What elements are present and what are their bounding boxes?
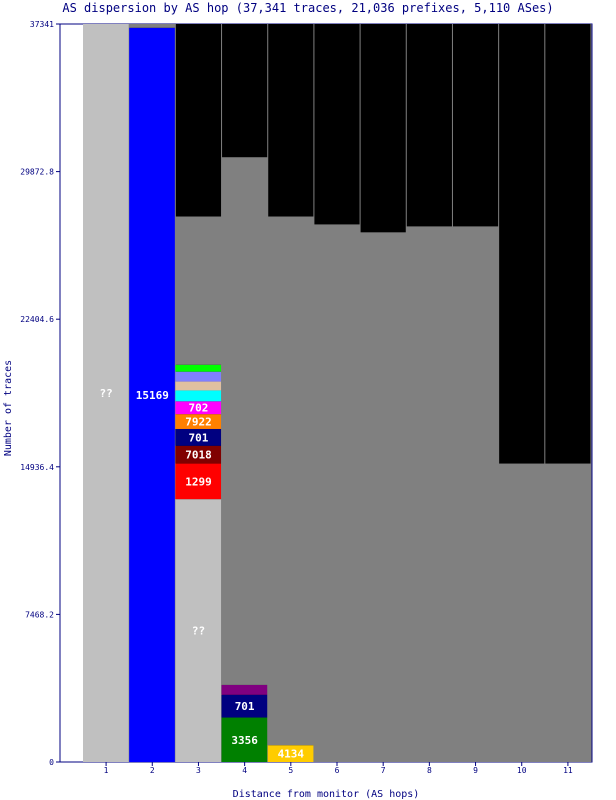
hop-9-segment-0	[452, 226, 499, 762]
hop-4-segment-label: 3356	[231, 734, 258, 747]
hop-3-segment-label: 701	[189, 431, 209, 444]
hop-2-segment-1	[129, 24, 176, 28]
x-tick-label: 8	[427, 766, 432, 775]
hop-3-segment-6	[175, 390, 222, 402]
x-axis: 1 2 3 4 5 6 7 8 9 10 11	[104, 762, 573, 775]
x-tick-label: 4	[242, 766, 247, 775]
x-tick-label: 5	[288, 766, 293, 775]
y-tick-label: 37341	[30, 20, 54, 29]
hop-3-segment-8	[175, 371, 222, 382]
x-axis-label: Distance from monitor (AS hops)	[233, 789, 420, 800]
hop-3-segment-10	[175, 216, 222, 365]
hop-3-segment-3	[175, 428, 222, 446]
y-tick-label: 14936.4	[20, 463, 54, 472]
x-tick-label: 3	[196, 766, 201, 775]
hop-1-segment-0	[83, 24, 130, 762]
hop-5-segment-1	[267, 216, 314, 746]
hop-4-segment-1	[221, 694, 268, 718]
hop-1-segment-label: ??	[99, 387, 112, 400]
y-axis-label: Number of traces	[3, 360, 14, 456]
x-tick-label: 9	[473, 766, 478, 775]
x-tick-label: 1	[104, 766, 109, 775]
hop-4-segment-label: 701	[235, 700, 255, 713]
y-axis: 0 7468.2 14936.4 22404.6 29872.8 37341	[20, 20, 60, 767]
hop-5-segment-label: 4134	[278, 748, 305, 761]
y-tick-label: 0	[49, 758, 54, 767]
x-tick-label: 2	[150, 766, 155, 775]
hop-7-segment-0	[360, 232, 407, 762]
y-tick-label: 29872.8	[20, 168, 54, 177]
hop-2-segment-0	[129, 27, 176, 762]
hop-3-segment-7	[175, 381, 222, 391]
hop-8-segment-0	[406, 226, 453, 762]
chart-title: AS dispersion by AS hop (37,341 traces, …	[62, 1, 553, 15]
hop-2-segment-label: 15169	[136, 389, 169, 402]
hop-3-segment-1	[175, 463, 222, 500]
hop-3-segment-label: 702	[189, 402, 209, 415]
y-tick-label: 7468.2	[25, 610, 54, 619]
x-tick-label: 10	[517, 766, 527, 775]
hop-3-segment-2	[175, 445, 222, 464]
hop-11-segment-0	[544, 463, 591, 762]
hop-3-segment-label: 7922	[185, 416, 212, 429]
hop-3-segment-label: 7018	[185, 449, 212, 462]
x-tick-label: 7	[381, 766, 386, 775]
x-tick-label: 11	[563, 766, 573, 775]
x-tick-label: 6	[335, 766, 340, 775]
hop-4-segment-3	[221, 157, 268, 685]
hop-3-segment-label: 1299	[185, 475, 212, 488]
hop-3-segment-5	[175, 401, 222, 415]
hop-4-segment-2	[221, 684, 268, 695]
hop-3-segment-4	[175, 414, 222, 429]
hop-4-segment-0	[221, 717, 268, 762]
hop-3-segment-9	[175, 364, 222, 372]
hop-3-segment-0	[175, 499, 222, 762]
hop-5-segment-0	[267, 745, 314, 762]
y-tick-label: 22404.6	[20, 315, 54, 324]
hop-6-segment-0	[313, 224, 361, 762]
hop-10-segment-0	[498, 463, 545, 762]
hop-3-segment-label: ??	[192, 625, 205, 638]
